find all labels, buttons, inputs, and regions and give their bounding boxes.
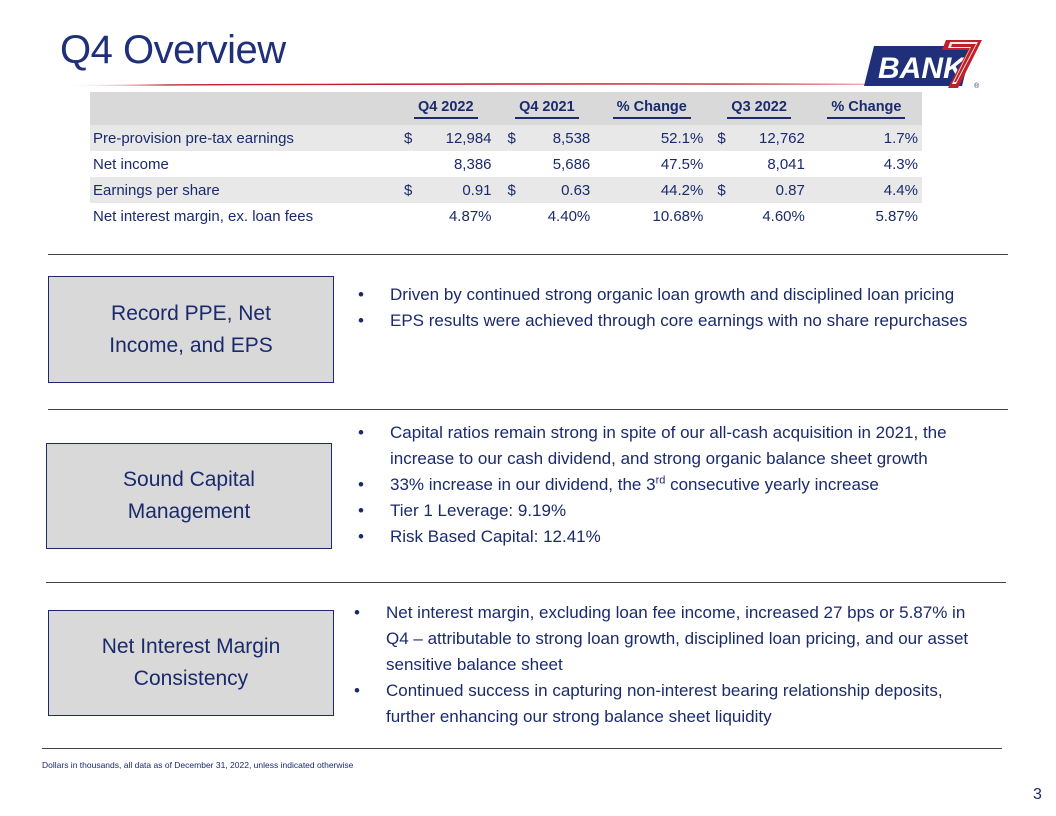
header-q4-2022: Q4 2022	[394, 92, 498, 125]
currency-symbol: $	[497, 177, 522, 203]
bullet-item: Tier 1 Leverage: 9.19%	[350, 498, 990, 524]
superscript-ordinal: rd	[655, 474, 666, 487]
header-pct-change-yoy: % Change	[596, 92, 708, 125]
bank7-logo: BANK ®	[864, 40, 982, 90]
currency-symbol	[498, 203, 522, 229]
header-q3-2022: Q3 2022	[707, 92, 811, 125]
currency-symbol: $	[707, 177, 732, 203]
table-row: Pre-provision pre-tax earnings $ 12,984 …	[90, 125, 922, 151]
title-underline	[60, 83, 940, 86]
bullet-item: EPS results were achieved through core e…	[350, 308, 995, 334]
bullet-list-capital: Capital ratios remain strong in spite of…	[350, 420, 990, 550]
footer-divider	[42, 748, 1002, 749]
cell-q4-2021: 5,686	[552, 155, 591, 173]
section-heading-nim: Net Interest Margin Consistency	[48, 610, 334, 716]
cell-pct-change-yoy: 47.5%	[660, 155, 704, 173]
section-heading-earnings: Record PPE, Net Income, and EPS	[48, 276, 334, 383]
bullet-item: Net interest margin, excluding loan fee …	[346, 600, 986, 678]
cell-pct-change-yoy: 52.1%	[596, 125, 708, 151]
currency-symbol: $	[707, 125, 732, 151]
row-label: Earnings per share	[90, 177, 394, 203]
cell-q4-2022: 8,386	[453, 155, 492, 173]
table-header-row: Q4 2022 Q4 2021 % Change Q3 2022 % Chang…	[90, 92, 922, 125]
bullet-item: Continued success in capturing non-inter…	[346, 678, 986, 730]
header-q4-2021: Q4 2021	[497, 92, 597, 125]
page-number: 3	[1033, 786, 1042, 803]
cell-pct-change-qoq: 4.3%	[883, 155, 918, 173]
header-blank	[90, 92, 394, 125]
financial-summary-table: Q4 2022 Q4 2021 % Change Q3 2022 % Chang…	[90, 92, 922, 229]
cell-q4-2021: 8,538	[521, 125, 597, 151]
section-divider	[48, 409, 1008, 410]
currency-symbol	[394, 151, 418, 177]
row-label: Net interest margin, ex. loan fees	[93, 207, 314, 225]
bullet-item: Risk Based Capital: 12.41%	[350, 524, 990, 550]
footnote: Dollars in thousands, all data as of Dec…	[42, 760, 354, 770]
bullet-item: Driven by continued strong organic loan …	[350, 282, 995, 308]
row-label: Net income	[93, 155, 169, 173]
currency-symbol	[394, 203, 418, 229]
cell-pct-change-yoy: 44.2%	[596, 177, 708, 203]
logo-text: BANK	[878, 52, 967, 85]
cell-pct-change-qoq: 1.7%	[810, 125, 922, 151]
header-pct-change-qoq: % Change	[810, 92, 922, 125]
section-divider	[48, 254, 1008, 255]
cell-q3-2022: 4.60%	[762, 207, 805, 225]
currency-symbol: $	[394, 177, 418, 203]
cell-pct-change-qoq: 4.4%	[810, 177, 922, 203]
currency-symbol	[707, 203, 731, 229]
table-row: Net interest margin, ex. loan fees 4.87%…	[90, 203, 922, 229]
cell-pct-change-yoy: 10.68%	[652, 207, 704, 225]
table-row: Earnings per share $ 0.91 $ 0.63 44.2% $…	[90, 177, 922, 203]
currency-symbol: $	[394, 125, 418, 151]
cell-q4-2021: 0.63	[521, 177, 597, 203]
currency-symbol	[707, 151, 731, 177]
row-label: Pre-provision pre-tax earnings	[90, 125, 394, 151]
section-divider	[46, 582, 1006, 583]
cell-q4-2022: 4.87%	[448, 207, 492, 225]
cell-q3-2022: 8,041	[767, 155, 805, 173]
cell-pct-change-qoq: 5.87%	[875, 207, 918, 225]
cell-q4-2022: 0.91	[418, 177, 498, 203]
section-heading-capital: Sound Capital Management	[46, 443, 332, 549]
currency-symbol	[498, 151, 522, 177]
bullet-list-nim: Net interest margin, excluding loan fee …	[346, 600, 986, 730]
cell-q3-2022: 0.87	[731, 177, 811, 203]
cell-q4-2022: 12,984	[418, 125, 498, 151]
page-title: Q4 Overview	[60, 28, 286, 72]
table-row: Net income 8,386 5,686 47.5% 8,041 4.3%	[90, 151, 922, 177]
currency-symbol: $	[497, 125, 522, 151]
cell-q3-2022: 12,762	[731, 125, 811, 151]
bullet-item: 33% increase in our dividend, the 3rd co…	[350, 472, 990, 498]
logo-reg: ®	[974, 82, 980, 90]
bullet-list-earnings: Driven by continued strong organic loan …	[350, 282, 995, 334]
cell-q4-2021: 4.40%	[547, 207, 591, 225]
bullet-item: Capital ratios remain strong in spite of…	[350, 420, 990, 472]
